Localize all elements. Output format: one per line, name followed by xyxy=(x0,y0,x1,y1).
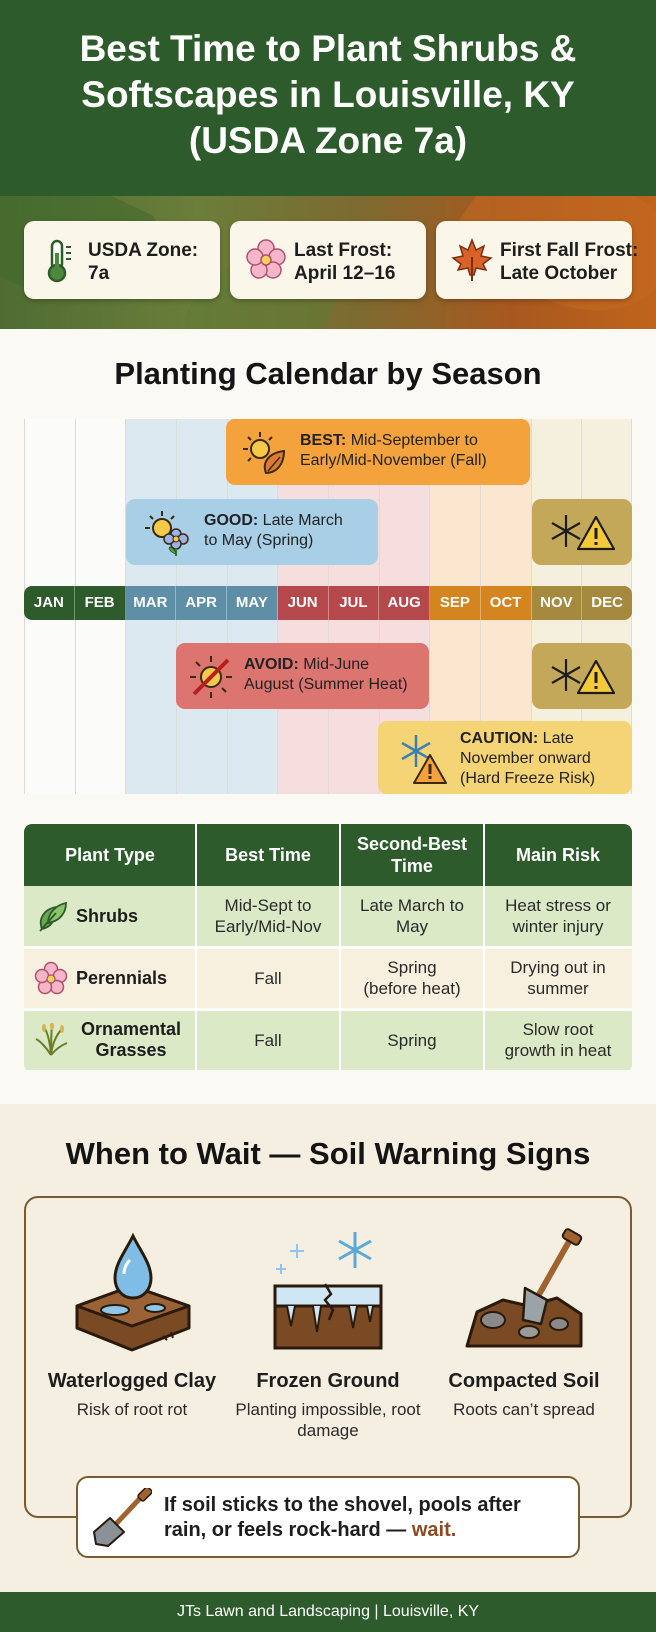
month-mar: MAR xyxy=(125,586,177,620)
month-apr: APR xyxy=(176,586,227,620)
table-cell-best: Mid-Sept to Early/Mid-Nov xyxy=(196,886,340,946)
sign-description: Risk of root rot xyxy=(76,1400,188,1419)
info-card-text: First Fall Frost: Late October xyxy=(500,240,639,284)
table-header-main-risk: Main Risk xyxy=(484,824,632,886)
avoid-window-pill: AVOID: Mid-June August (Summer Heat) xyxy=(176,643,429,709)
best-window-pill: BEST: Mid-September to Early/Mid-Novembe… xyxy=(226,419,530,485)
table-cell-second: Late March to May xyxy=(340,886,484,946)
month-may: MAY xyxy=(227,586,278,620)
header-banner: Best Time to Plant Shrubs & Softscapes i… xyxy=(0,0,656,196)
shovel-icon xyxy=(93,1488,152,1547)
table-header-plant-type: Plant Type xyxy=(24,824,196,886)
info-card-first-frost: First Fall Frost: Late October xyxy=(436,221,638,299)
good-window-pill: GOOD: Late March to May (Spring) xyxy=(126,499,378,565)
info-card-text: Last Frost: April 12–16 xyxy=(294,240,396,284)
info-band: USDA Zone: 7a Last Frost: April 12–16 Fi… xyxy=(0,196,656,329)
table-header-best-time: Best Time xyxy=(196,824,340,886)
best-window-text: BEST: Mid-September to Early/Mid-Novembe… xyxy=(300,432,487,469)
month-aug: AUG xyxy=(379,586,430,620)
caution-window-text: CAUTION: Late November onward (Hard Free… xyxy=(460,730,596,787)
sign-compacted-soil: Compacted Soil Roots can’t spread xyxy=(424,1228,624,1420)
table-divider xyxy=(24,947,632,949)
no-sun-icon xyxy=(190,656,232,698)
waterlogged-soil-icon xyxy=(75,1232,191,1352)
flower-icon xyxy=(246,239,286,279)
info-card-text: USDA Zone: 7a xyxy=(88,240,199,284)
sign-description: Roots can’t spread xyxy=(453,1400,595,1419)
snowflake-warning-icon xyxy=(551,515,616,551)
month-bar: JAN FEB MAR APR MAY JUN JUL AUG SEP OCT … xyxy=(24,586,632,620)
sun-leaf-icon xyxy=(243,432,286,475)
table-cell-second: Spring xyxy=(340,1010,484,1070)
frozen-ground-icon xyxy=(273,1232,383,1350)
leaf-icon xyxy=(39,901,67,932)
winter-risk-marker xyxy=(532,499,632,565)
month-jan: JAN xyxy=(24,586,75,620)
wait-emphasis: wait. xyxy=(411,1519,457,1541)
good-window-text: GOOD: Late March to May (Spring) xyxy=(204,512,343,549)
thermometer-icon xyxy=(47,239,71,283)
sign-description: Planting impossible, root damage xyxy=(235,1400,421,1440)
snowflake-warning-icon xyxy=(551,659,616,695)
sun-flower-icon xyxy=(145,511,189,556)
shovel-soil-icon xyxy=(465,1228,583,1348)
table-cell-second: Spring (before heat) xyxy=(340,948,484,1008)
month-sep: SEP xyxy=(430,586,481,620)
table-cell-risk: Heat stress or winter injury xyxy=(484,886,632,946)
month-jul: JUL xyxy=(328,586,380,620)
info-card-zone: USDA Zone: 7a xyxy=(24,221,220,299)
info-card-last-frost: Last Frost: April 12–16 xyxy=(230,221,426,299)
sign-title: Waterlogged Clay xyxy=(47,1370,217,1392)
table-row-shrubs-type: Shrubs xyxy=(24,886,196,946)
calendar-title: Planting Calendar by Season xyxy=(114,356,542,391)
sign-frozen-ground: Frozen Ground Planting impossible, root … xyxy=(228,1228,428,1441)
page-title: Best Time to Plant Shrubs & Softscapes i… xyxy=(79,28,577,161)
avoid-window-text: AVOID: Mid-June August (Summer Heat) xyxy=(244,656,408,693)
caution-window-pill: CAUTION: Late November onward (Hard Free… xyxy=(378,721,632,794)
soil-tip-callout: If soil sticks to the shovel, pools afte… xyxy=(76,1476,580,1558)
table-cell-risk: Drying out in summer xyxy=(484,948,632,1008)
footer: JTs Lawn and Landscaping | Louisville, K… xyxy=(0,1592,656,1632)
table-row-perennials-type: Perennials xyxy=(24,948,196,1008)
flower-icon xyxy=(34,961,68,995)
table-cell-best: Fall xyxy=(196,1010,340,1070)
month-jun: JUN xyxy=(277,586,329,620)
month-nov: NOV xyxy=(531,586,583,620)
winter-risk-marker xyxy=(532,643,632,709)
table-cell-best: Fall xyxy=(196,948,340,1008)
table-row-grasses-type: Ornamental Grasses xyxy=(24,1010,196,1070)
grass-icon xyxy=(35,1023,68,1056)
month-dec: DEC xyxy=(582,586,632,620)
month-oct: OCT xyxy=(480,586,532,620)
table-cell-risk: Slow root growth in heat xyxy=(484,1010,632,1070)
table-header-second-best: Second-Best Time xyxy=(340,824,484,886)
snowflake-warning-icon xyxy=(401,735,447,784)
month-feb: FEB xyxy=(74,586,126,620)
plant-timing-table: Plant Type Best Time Second-Best Time Ma… xyxy=(24,824,632,1072)
warning-title: When to Wait — Soil Warning Signs xyxy=(65,1136,591,1171)
sign-waterlogged-clay: Waterlogged Clay Risk of root rot xyxy=(32,1228,232,1420)
soil-tip-text: If soil sticks to the shovel, pools afte… xyxy=(164,1494,521,1541)
maple-leaf-icon xyxy=(451,237,493,281)
sign-title: Compacted Soil xyxy=(448,1370,600,1392)
sign-title: Frozen Ground xyxy=(256,1370,400,1392)
table-divider xyxy=(24,1009,632,1011)
